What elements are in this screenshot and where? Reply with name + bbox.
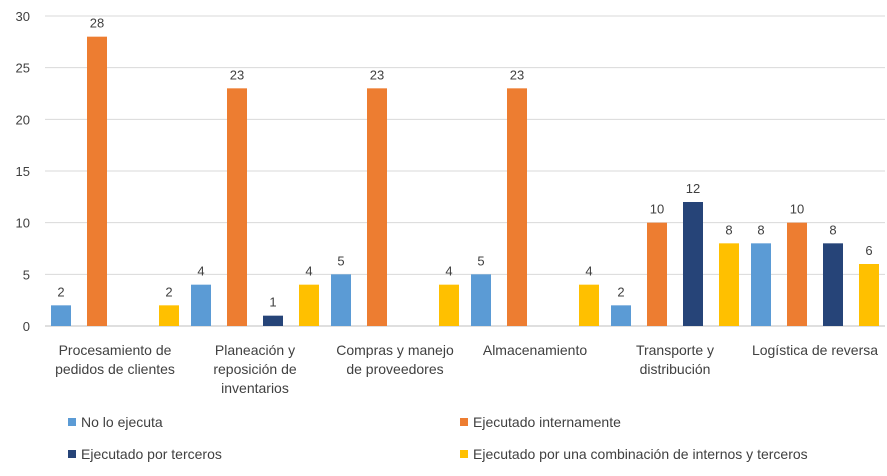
- data-label: 4: [305, 264, 312, 279]
- legend-swatch: [68, 418, 76, 426]
- x-category-label: Planeación y reposición de inventarios: [213, 342, 296, 396]
- bar: [719, 243, 739, 326]
- data-label: 5: [337, 253, 344, 268]
- bar: [263, 315, 283, 326]
- data-label: 4: [445, 264, 452, 279]
- bar: [787, 222, 807, 326]
- bar: [439, 284, 459, 326]
- legend-label: Ejecutado internamente: [473, 414, 621, 430]
- data-label: 23: [510, 67, 524, 82]
- data-label: 8: [757, 222, 764, 237]
- data-label: 2: [57, 284, 64, 299]
- data-label: 28: [90, 16, 104, 31]
- data-label: 4: [197, 264, 204, 279]
- x-category-label-line: distribución: [640, 361, 711, 377]
- x-category-label-line: Compras y manejo: [336, 342, 454, 358]
- grid-layer: [45, 15, 885, 327]
- bar: [683, 202, 703, 326]
- data-label: 2: [617, 284, 624, 299]
- data-label: 8: [829, 222, 836, 237]
- data-label: 23: [230, 67, 244, 82]
- bar: [859, 264, 879, 326]
- bar: [331, 274, 351, 326]
- y-tick-label: 15: [16, 164, 30, 179]
- legend-swatch: [68, 450, 76, 458]
- bar: [87, 36, 107, 327]
- bar: [823, 243, 843, 326]
- bars-layer: [51, 36, 879, 327]
- bar: [751, 243, 771, 326]
- data-label: 2: [165, 284, 172, 299]
- bar: [299, 284, 319, 326]
- x-category-label: Transporte y distribución: [636, 342, 714, 377]
- bar: [191, 284, 211, 326]
- data-label: 23: [370, 67, 384, 82]
- legend-swatch: [460, 450, 468, 458]
- x-category-label-line: inventarios: [221, 380, 289, 396]
- x-category-label-line: Logística de reversa: [752, 342, 878, 358]
- bar: [51, 305, 71, 326]
- x-category-label-line: de proveedores: [346, 361, 443, 377]
- y-tick-label: 0: [23, 319, 30, 334]
- x-category-label: Compras y manejo de proveedores: [336, 342, 454, 377]
- data-label: 5: [477, 253, 484, 268]
- legend-label: Ejecutado por una combinación de interno…: [473, 446, 808, 462]
- bar: [507, 88, 527, 326]
- y-tick-label: 25: [16, 61, 30, 76]
- data-label: 4: [585, 264, 592, 279]
- legend: No lo ejecuta Ejecutado internamente Ejecu…: [68, 414, 808, 462]
- y-tick-label: 30: [16, 9, 30, 24]
- x-category-label-line: pedidos de clientes: [55, 361, 175, 377]
- x-category-label: Almacenamiento: [483, 342, 587, 358]
- x-category-label: Procesamiento de pedidos de clientes: [55, 342, 175, 377]
- bar: [159, 305, 179, 326]
- legend-swatch: [460, 418, 468, 426]
- y-tick-label: 5: [23, 267, 30, 282]
- bar: [579, 284, 599, 326]
- data-label: 8: [725, 222, 732, 237]
- x-category-label-line: Almacenamiento: [483, 342, 587, 358]
- x-category-label-line: Planeación y: [215, 342, 295, 358]
- bar: [471, 274, 491, 326]
- legend-label: Ejecutado por terceros: [81, 446, 222, 462]
- data-label: 10: [650, 202, 664, 217]
- x-category-label: Logística de reversa: [752, 342, 878, 358]
- y-tick-label: 20: [16, 112, 30, 127]
- x-category-label-line: Transporte y: [636, 342, 714, 358]
- x-category-label-line: reposición de: [213, 361, 296, 377]
- data-label: 6: [865, 243, 872, 258]
- legend-label: No lo ejecuta: [81, 414, 163, 430]
- bar: [611, 305, 631, 326]
- data-label: 12: [686, 181, 700, 196]
- y-tick-label: 10: [16, 216, 30, 231]
- data-label: 10: [790, 202, 804, 217]
- data-label: 1: [269, 295, 276, 310]
- bar: [227, 88, 247, 326]
- bar: [647, 222, 667, 326]
- bar: [367, 88, 387, 326]
- x-category-label-line: Procesamiento de: [59, 342, 172, 358]
